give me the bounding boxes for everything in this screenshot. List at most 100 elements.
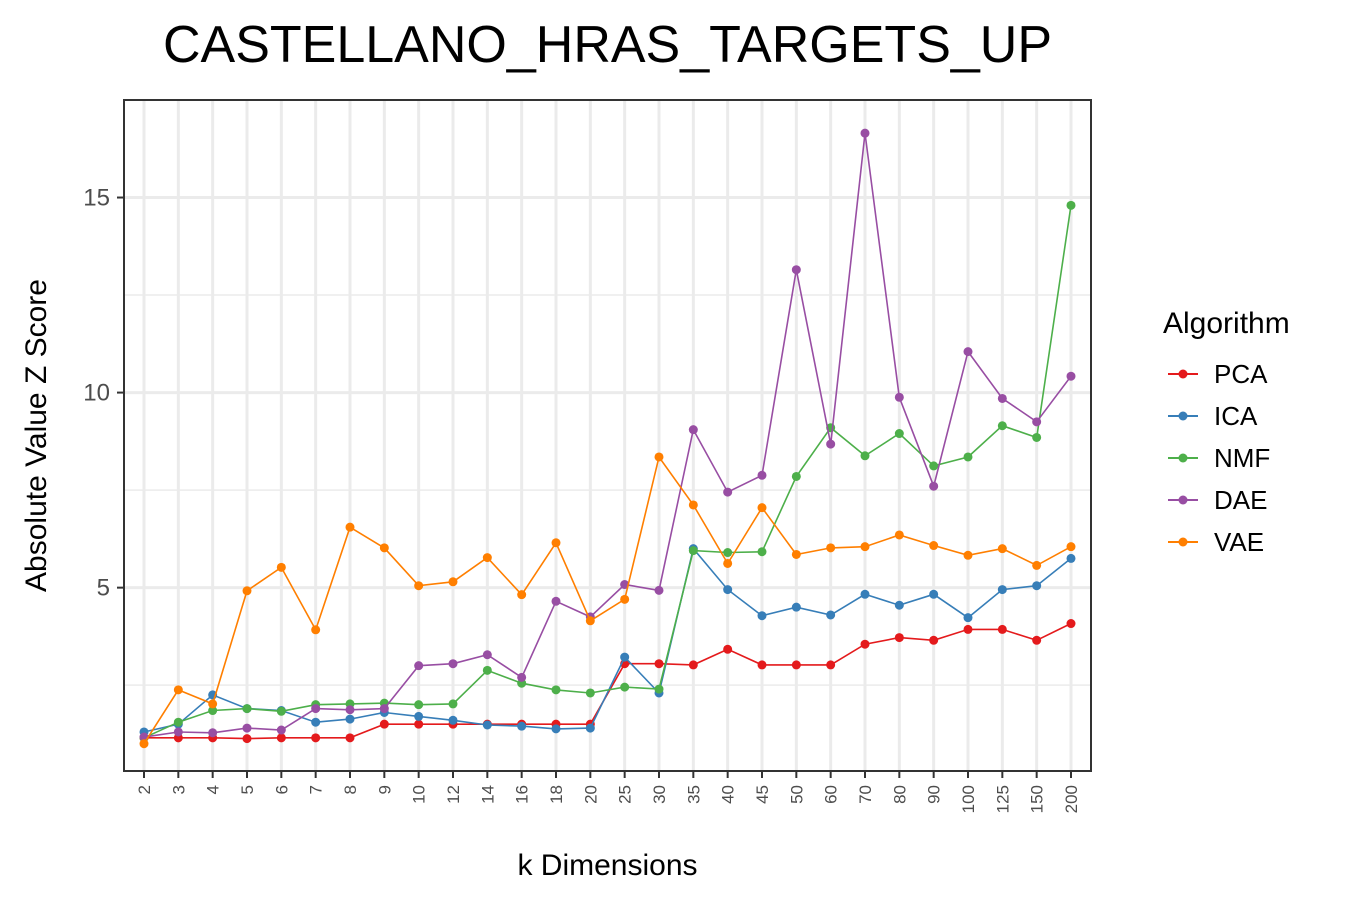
legend-label-vae: VAE — [1214, 527, 1264, 557]
x-tick-label: 18 — [547, 785, 566, 804]
data-point-vae — [448, 577, 458, 587]
data-point-ica — [482, 720, 492, 730]
x-tick-label: 6 — [272, 785, 291, 794]
data-point-dae — [1032, 417, 1042, 427]
data-point-dae — [242, 723, 252, 733]
data-point-dae — [723, 487, 733, 497]
data-point-pca — [860, 639, 870, 649]
data-point-vae — [929, 541, 939, 551]
x-tick-label: 2 — [135, 785, 154, 794]
data-point-nmf — [929, 461, 939, 471]
data-point-pca — [997, 624, 1007, 634]
data-point-pca — [963, 624, 973, 634]
series-line-dae — [143, 133, 1072, 738]
x-tick-label: 30 — [650, 785, 669, 804]
data-point-vae — [311, 625, 321, 635]
x-tick-label: 200 — [1062, 785, 1081, 813]
legend-key-point — [1178, 411, 1188, 421]
legend-key-point — [1178, 495, 1188, 505]
data-point-ica — [311, 717, 321, 727]
data-point-vae — [379, 543, 389, 553]
data-point-dae — [791, 265, 801, 275]
data-point-vae — [482, 553, 492, 563]
x-tick-label: 35 — [684, 785, 703, 804]
data-point-dae — [860, 128, 870, 138]
series-line-vae — [143, 455, 1072, 745]
data-point-vae — [723, 558, 733, 568]
data-point-dae — [929, 481, 939, 491]
x-tick-label: 40 — [719, 785, 738, 804]
x-tick-label: 60 — [822, 785, 841, 804]
series-line-ica — [143, 546, 1072, 733]
data-point-vae — [517, 590, 527, 600]
y-tick-label: 10 — [83, 380, 110, 407]
data-point-ica — [345, 714, 355, 724]
data-point-nmf — [585, 688, 595, 698]
data-point-pca — [757, 660, 767, 670]
legend-item-vae: VAE — [1168, 527, 1264, 557]
data-point-dae — [208, 728, 218, 738]
data-point-ica — [448, 715, 458, 725]
x-tick-label: 4 — [204, 785, 223, 794]
x-tick-label: 8 — [341, 785, 360, 794]
data-point-pca — [826, 660, 836, 670]
x-tick-label: 16 — [513, 785, 532, 804]
data-point-vae — [276, 562, 286, 572]
x-tick-label: 25 — [616, 785, 635, 804]
data-point-ica — [551, 724, 561, 734]
data-point-ica — [826, 610, 836, 620]
data-point-nmf — [1066, 200, 1076, 210]
series-dae — [139, 128, 1076, 742]
legend-key-point — [1178, 537, 1188, 547]
data-point-dae — [894, 392, 904, 402]
series-layer — [139, 128, 1076, 749]
data-point-nmf — [620, 682, 630, 692]
data-point-pca — [894, 633, 904, 643]
data-point-nmf — [276, 706, 286, 716]
data-point-pca — [723, 644, 733, 654]
data-point-nmf — [1032, 432, 1042, 442]
legend-item-pca: PCA — [1168, 359, 1268, 389]
data-point-ica — [1032, 581, 1042, 591]
data-point-ica — [620, 652, 630, 662]
data-point-pca — [791, 660, 801, 670]
data-point-vae — [860, 542, 870, 552]
data-point-vae — [620, 594, 630, 604]
data-point-pca — [379, 719, 389, 729]
x-tick-label: 10 — [410, 785, 429, 804]
data-point-vae — [654, 452, 664, 462]
data-point-vae — [826, 543, 836, 553]
plot-panel-border — [123, 99, 1092, 772]
data-point-ica — [929, 589, 939, 599]
data-point-vae — [208, 699, 218, 709]
data-point-ica — [585, 723, 595, 733]
data-point-ica — [894, 600, 904, 610]
data-point-nmf — [860, 451, 870, 461]
data-point-pca — [276, 733, 286, 743]
x-tick-label: 70 — [856, 785, 875, 804]
data-point-nmf — [688, 546, 698, 556]
legend-label-nmf: NMF — [1214, 443, 1270, 473]
data-point-ica — [517, 721, 527, 731]
legend-label-ica: ICA — [1214, 401, 1258, 431]
data-point-pca — [1032, 635, 1042, 645]
data-point-vae — [1066, 542, 1076, 552]
chart-title: CASTELLANO_HRAS_TARGETS_UP — [163, 16, 1052, 74]
series-vae — [139, 452, 1076, 749]
data-point-ica — [963, 613, 973, 623]
data-point-vae — [173, 685, 183, 695]
data-point-nmf — [173, 717, 183, 727]
x-tick-label: 150 — [1028, 785, 1047, 813]
data-point-dae — [826, 439, 836, 449]
data-point-dae — [551, 596, 561, 606]
x-tick-label: 3 — [169, 785, 188, 794]
data-point-vae — [139, 739, 149, 749]
x-tick-label: 20 — [581, 785, 600, 804]
data-point-vae — [757, 503, 767, 513]
y-tick-label: 15 — [83, 185, 110, 212]
data-point-pca — [929, 635, 939, 645]
data-point-vae — [345, 522, 355, 532]
legend-label-dae: DAE — [1214, 485, 1267, 515]
